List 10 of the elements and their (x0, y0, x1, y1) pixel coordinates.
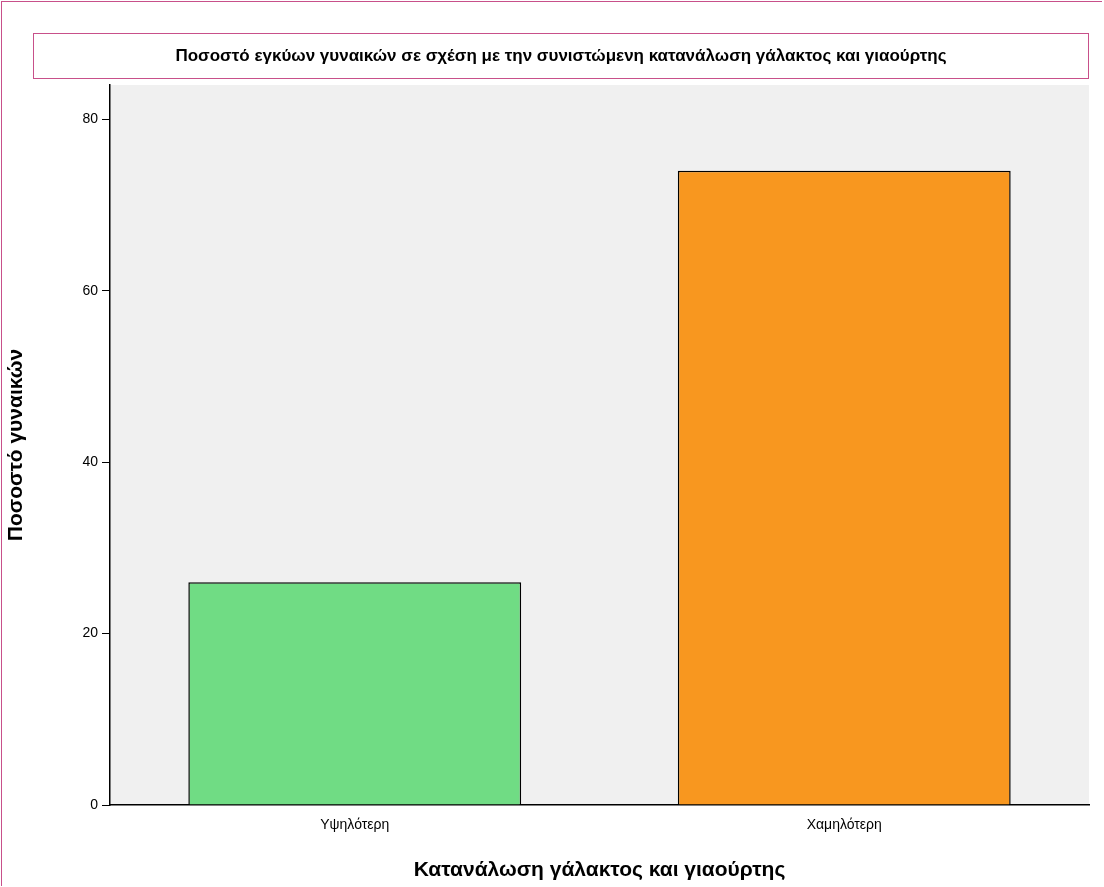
y-tick-label: 20 (82, 624, 99, 641)
y-tick-label: 0 (90, 795, 99, 812)
x-tick-label: Υψηλότερη (320, 816, 390, 833)
x-axis-title: Κατανάλωση γάλακτος και γιαούρτης (413, 857, 786, 882)
y-tick-label: 60 (82, 281, 99, 298)
y-tick-label: 40 (82, 453, 99, 469)
y-axis-title: Ποσοστό γυναικών (3, 348, 27, 542)
y-tick-label: 80 (82, 110, 99, 127)
chart-title: Ποσοστό εγκύων γυναικών σε σχέση με την συνιστώμενη κατανάλωση γάλακτος και γιαούρτης (33, 33, 1089, 79)
x-tick-label: Χαμηλότερη (806, 816, 882, 833)
